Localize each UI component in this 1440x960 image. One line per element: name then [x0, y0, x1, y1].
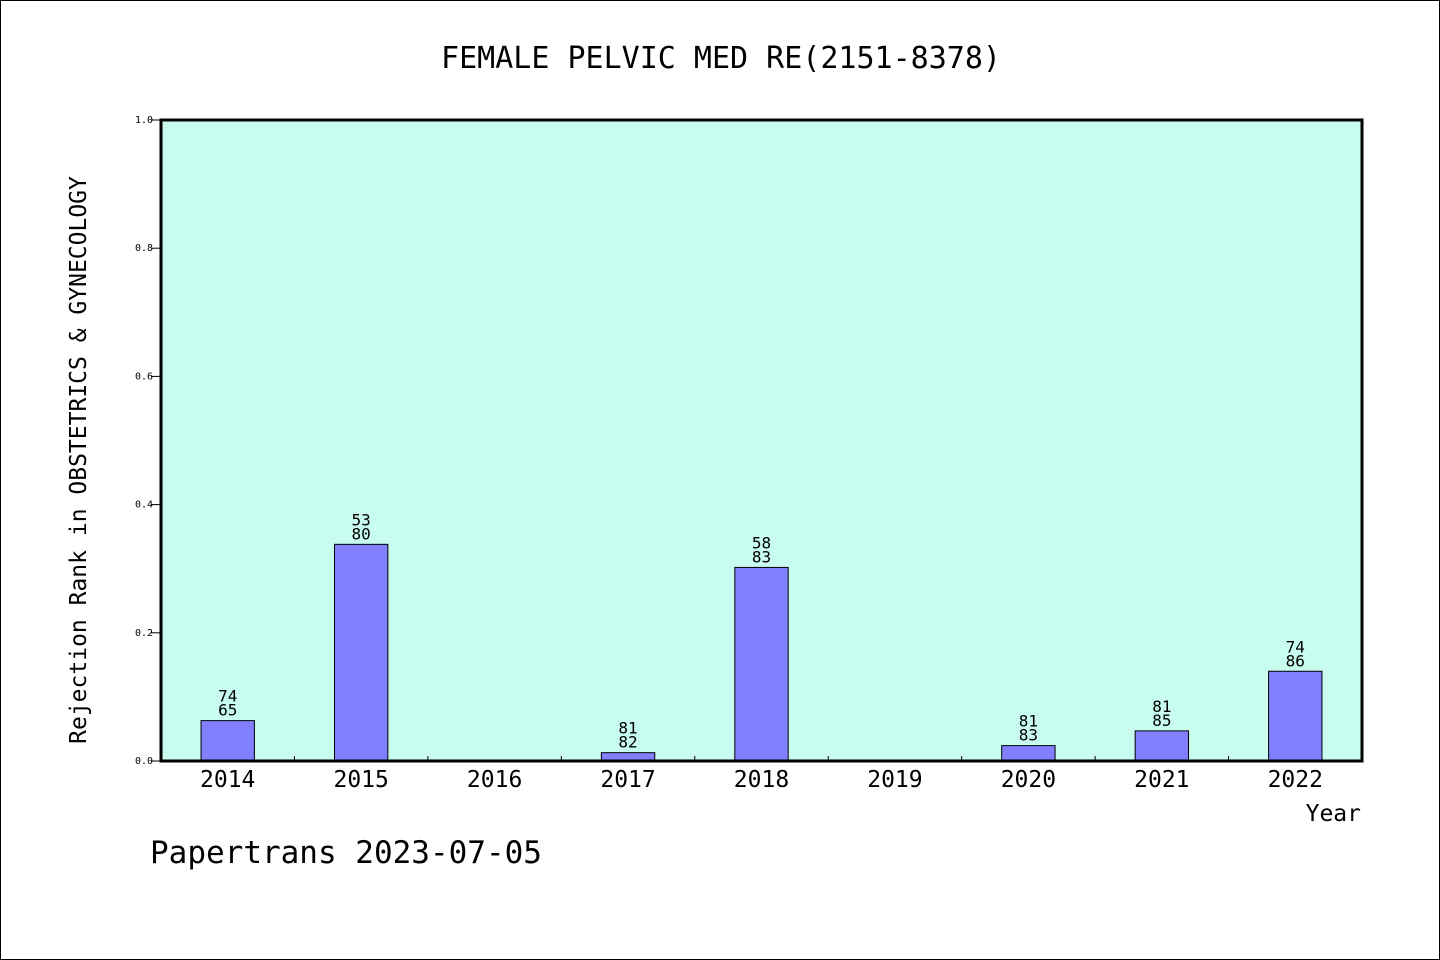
y-tick-label: 0.0	[135, 756, 153, 767]
y-tick-label: 0.6	[135, 371, 153, 382]
bar-label: 58	[752, 533, 771, 552]
bar-2018	[734, 566, 789, 762]
x-axis-label: Year	[1306, 801, 1361, 827]
x-tick-label: 2017	[600, 767, 655, 793]
footer-note: Papertrans 2023-07-05	[150, 835, 542, 871]
x-tick-label: 2020	[1001, 767, 1056, 793]
x-tick-label: 2015	[333, 767, 388, 793]
bar-label: 82	[618, 733, 637, 752]
x-tick-label: 2018	[734, 767, 789, 793]
bar-label: 85	[1152, 711, 1171, 730]
bar-label: 81	[618, 719, 637, 738]
bar-label: 65	[218, 701, 237, 720]
y-tick-label: 1.0	[135, 115, 153, 126]
bar-label: 83	[752, 547, 771, 566]
y-tick-label: 0.2	[135, 628, 153, 639]
x-tick-label: 2019	[867, 767, 922, 793]
y-tick-label: 0.4	[135, 500, 153, 511]
y-tick-label: 0.8	[135, 243, 153, 254]
bar-label: 74	[1286, 637, 1305, 656]
bar-2021	[1134, 730, 1190, 762]
bar-label: 81	[1019, 712, 1038, 731]
bar-label: 53	[352, 510, 371, 529]
bar-label: 80	[352, 524, 371, 543]
x-tick-label: 2014	[200, 767, 255, 793]
chart-title: FEMALE PELVIC MED RE(2151-8378)	[441, 41, 1001, 76]
x-tick-label: 2021	[1134, 767, 1189, 793]
y-axis-label: Rejection Rank in OBSTETRICS & GYNECOLOG…	[66, 176, 92, 744]
bar-label: 83	[1019, 726, 1038, 745]
x-tick-label: 2016	[467, 767, 522, 793]
bar-2014	[200, 720, 255, 762]
bar-2015	[333, 543, 389, 762]
bar-2020	[1001, 745, 1056, 762]
bar-2022	[1268, 670, 1323, 762]
x-tick-label: 2022	[1268, 767, 1323, 793]
bar-label: 81	[1152, 697, 1171, 716]
bar-label: 86	[1286, 651, 1305, 670]
bar-label: 74	[218, 687, 237, 706]
plot-border	[159, 118, 1364, 763]
